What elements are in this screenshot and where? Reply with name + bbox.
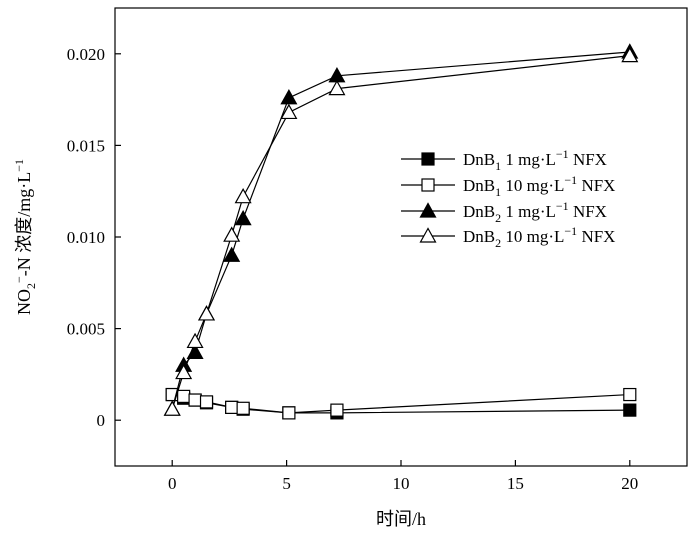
series-4: [163, 46, 639, 416]
data-point: [330, 403, 344, 417]
data-point: [188, 393, 202, 407]
data-point: [280, 103, 298, 120]
x-axis-ticks: 0 5 10 15 20: [168, 460, 638, 493]
legend-label-part: 10 mg·L: [501, 227, 564, 246]
legend-label-part: 10 mg·L: [501, 176, 564, 195]
legend-label: DnB1 10 mg·L−1 NFX: [463, 173, 615, 199]
x-tick-label: 0: [168, 474, 177, 493]
x-axis-title: 时间/h: [376, 509, 426, 529]
x-tick-label: 5: [282, 474, 291, 493]
data-point: [236, 401, 250, 415]
data-point: [175, 363, 193, 380]
data-point: [225, 400, 239, 414]
y-axis-title: NO2−-N 浓度/mg·L−1: [12, 159, 38, 315]
y-tick-label: 0: [97, 411, 106, 430]
legend-marker: [419, 202, 437, 218]
y-axis-title-base: NO: [14, 289, 34, 315]
x-tick-label: 20: [621, 474, 638, 493]
data-point: [199, 395, 214, 409]
data-point: [234, 209, 252, 226]
legend-entry: DnB1 10 mg·L−1 NFX: [401, 173, 615, 199]
legend-label-sub: 1: [495, 185, 501, 199]
legend-label-sup: −1: [556, 199, 569, 213]
y-axis-title-unit-sup: −1: [12, 159, 26, 172]
legend-label-sup: −1: [564, 173, 577, 187]
data-point: [621, 46, 639, 63]
x-tick-label: 15: [507, 474, 524, 493]
legend-label: DnB2 1 mg·L−1 NFX: [463, 199, 607, 225]
legend-label-part: NFX: [569, 202, 607, 221]
legend-marker: [421, 178, 435, 192]
y-tick-label: 0.010: [67, 228, 105, 247]
data-point: [280, 89, 298, 105]
legend-marker: [419, 227, 437, 243]
data-point: [198, 305, 216, 321]
y-tick-label: 0.005: [67, 320, 105, 339]
legend-label-part: NFX: [577, 227, 615, 246]
legend-entry: DnB2 10 mg·L−1 NFX: [401, 224, 615, 250]
y-axis-title-sup: −: [12, 276, 26, 283]
legend-marker: [421, 152, 435, 166]
legend-label: DnB2 10 mg·L−1 NFX: [463, 224, 615, 250]
legend-label-sub: 1: [495, 159, 501, 173]
legend-label-part: 1 mg·L: [501, 202, 556, 221]
legend-label-part: DnB: [463, 202, 495, 221]
data-point: [623, 403, 637, 417]
data-point: [177, 389, 191, 403]
data-point: [623, 387, 637, 402]
y-tick-label: 0.015: [67, 136, 105, 155]
legend-label-part: NFX: [569, 150, 607, 169]
legend-label-part: DnB: [463, 150, 495, 169]
x-tick-label: 10: [393, 474, 410, 493]
legend-label-sup: −1: [556, 147, 569, 161]
legend-label-part: DnB: [463, 227, 495, 246]
legend-label-part: NFX: [577, 176, 615, 195]
legend-label-part: 1 mg·L: [501, 150, 556, 169]
y-axis-title-sub: 2: [24, 283, 38, 289]
legend-label: DnB1 1 mg·L−1 NFX: [463, 147, 607, 173]
data-point: [234, 187, 252, 204]
series-layer: [163, 43, 639, 420]
data-point: [328, 79, 346, 96]
legend-entry: DnB1 1 mg·L−1 NFX: [401, 147, 607, 173]
legend-label-part: DnB: [463, 176, 495, 195]
legend-label-sub: 2: [495, 236, 501, 250]
series-2: [165, 387, 637, 420]
legend-entry: DnB2 1 mg·L−1 NFX: [401, 199, 607, 225]
y-axis-ticks: 0 0.005 0.010 0.015 0.020: [67, 45, 121, 430]
data-point: [186, 332, 204, 349]
data-point: [163, 400, 181, 416]
y-tick-label: 0.020: [67, 45, 105, 64]
legend-label-sub: 2: [495, 211, 501, 225]
data-point: [223, 226, 241, 242]
legend-label-sup: −1: [564, 224, 577, 238]
y-axis-title-rest: -N 浓度/mg·L: [14, 172, 34, 276]
data-point: [223, 246, 241, 262]
data-point: [282, 406, 296, 420]
